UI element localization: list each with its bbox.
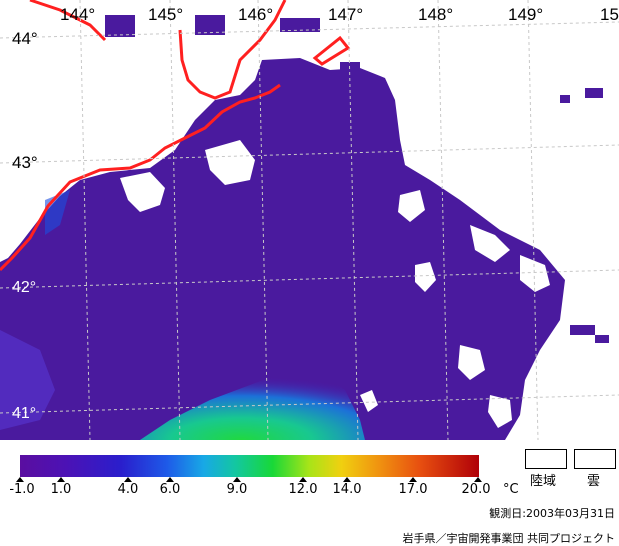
lat-label: 44° bbox=[12, 29, 38, 48]
lon-label: 149° bbox=[508, 5, 543, 24]
lon-label: 15 bbox=[600, 5, 619, 24]
unit-label: °C bbox=[503, 482, 519, 497]
lon-label: 144° bbox=[60, 5, 95, 24]
credit: 岩手県／宇宙開発事業団 共同プロジェクト bbox=[402, 532, 616, 545]
cloud-patches bbox=[120, 140, 550, 428]
cloud-swatch bbox=[574, 449, 616, 469]
scale-tick bbox=[233, 477, 241, 482]
scale-label: -1.0 bbox=[9, 482, 35, 497]
coastline-north bbox=[29, 0, 107, 42]
scale-tick bbox=[343, 477, 351, 482]
lon-label: 145° bbox=[148, 5, 183, 24]
scale-tick bbox=[299, 477, 307, 482]
scale-label: 4.0 bbox=[117, 482, 139, 497]
sea-specks bbox=[105, 15, 609, 343]
graticule bbox=[0, 0, 619, 440]
lon-label: 147° bbox=[328, 5, 363, 24]
scale-label: 20.0 bbox=[461, 482, 491, 497]
lat-label: 41° bbox=[12, 405, 36, 422]
lat-label: 42° bbox=[12, 279, 36, 296]
scale-tick bbox=[166, 477, 174, 482]
scale-label: 17.0 bbox=[398, 482, 428, 497]
scale-label: 1.0 bbox=[50, 482, 72, 497]
scale-label: 6.0 bbox=[159, 482, 181, 497]
observation-date: 観測日:2003年03月31日 bbox=[489, 507, 615, 520]
scale-label: 14.0 bbox=[332, 482, 362, 497]
legend: -1.0 1.0 4.0 6.0 9.0 12.0 14.0 17.0 20.0… bbox=[0, 440, 619, 546]
temperature-scale-bar bbox=[20, 455, 479, 477]
lon-label: 146° bbox=[238, 5, 273, 24]
island bbox=[312, 35, 351, 66]
lat-label: 43° bbox=[12, 153, 38, 172]
scale-tick bbox=[474, 477, 482, 482]
coastline bbox=[0, 83, 281, 272]
land-label: 陸域 bbox=[530, 474, 557, 489]
sea-area bbox=[0, 58, 565, 440]
scale-tick bbox=[409, 477, 417, 482]
land-swatch bbox=[525, 449, 567, 469]
scale-tick bbox=[16, 477, 24, 482]
warm-water-area bbox=[140, 370, 365, 440]
coastline-peninsula bbox=[178, 0, 287, 100]
coastal-water-west bbox=[0, 330, 55, 430]
scale-tick bbox=[57, 477, 65, 482]
cloud-label: 雲 bbox=[587, 474, 601, 489]
sst-map: 144° 145° 146° 147° 148° 149° 15 44° 43°… bbox=[0, 0, 619, 440]
scale-tick bbox=[124, 477, 132, 482]
lon-label: 148° bbox=[418, 5, 453, 24]
scale-label: 9.0 bbox=[226, 482, 248, 497]
scale-label: 12.0 bbox=[288, 482, 318, 497]
